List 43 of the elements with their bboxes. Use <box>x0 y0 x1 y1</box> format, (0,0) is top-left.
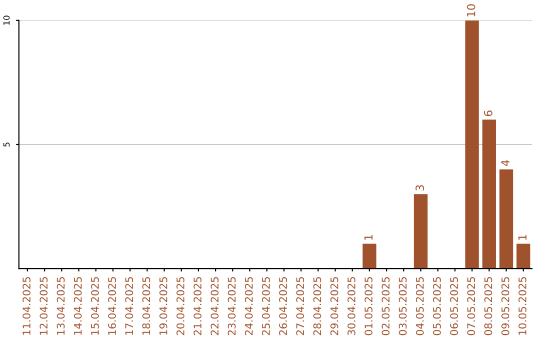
data-label: 1 <box>518 234 526 240</box>
data-label: 10 <box>466 4 476 16</box>
bar <box>516 244 530 269</box>
x-tick-label: 30.04.2025 <box>347 277 356 336</box>
bar <box>362 244 376 269</box>
x-tick-label: 26.04.2025 <box>279 277 287 336</box>
data-label: 1 <box>364 234 373 240</box>
x-tick-label: 15.04.2025 <box>90 277 99 335</box>
y-tick-label: 5 <box>3 142 10 147</box>
x-tick-label: 06.05.2025 <box>450 277 458 336</box>
x-tick-label: 16.04.2025 <box>108 277 116 335</box>
x-tick-label: 12.04.2025 <box>40 277 48 335</box>
x-tick-label: 09.05.2025 <box>501 277 510 336</box>
x-tick-label: 24.04.2025 <box>244 277 253 336</box>
x-tick-label: 21.04.2025 <box>194 277 202 336</box>
bar <box>465 20 479 269</box>
x-tick-label: 01.05.2025 <box>364 277 372 336</box>
x-tick-label: 17.04.2025 <box>125 277 134 335</box>
x-tick-label: 05.05.2025 <box>432 277 441 336</box>
x-tick-label: 08.05.2025 <box>484 277 492 336</box>
x-tick-label: 18.04.2025 <box>142 277 150 335</box>
x-tick-label: 03.05.2025 <box>398 277 407 336</box>
data-label: 4 <box>501 160 510 166</box>
bar <box>482 120 496 269</box>
x-tick-label: 20.04.2025 <box>176 277 184 336</box>
x-tick-label: 22.04.2025 <box>210 277 219 336</box>
bar <box>499 169 514 269</box>
data-label: 6 <box>484 110 492 116</box>
x-tick-label: 25.04.2025 <box>262 277 270 336</box>
x-tick-label: 19.04.2025 <box>159 277 168 335</box>
x-tick-label: 14.04.2025 <box>74 277 82 335</box>
bar <box>414 194 428 269</box>
x-tick-label: 23.04.2025 <box>228 277 236 336</box>
x-tick-label: 29.04.2025 <box>330 277 338 336</box>
data-label: 3 <box>416 185 424 191</box>
x-tick-label: 10.05.2025 <box>518 277 526 335</box>
x-tick-label: 27.04.2025 <box>296 277 304 336</box>
x-tick-label: 28.04.2025 <box>313 277 322 336</box>
x-tick-label: 02.05.2025 <box>382 277 390 336</box>
x-tick-label: 04.05.2025 <box>416 277 424 336</box>
x-tick-label: 13.04.2025 <box>56 277 65 335</box>
x-tick-label: 07.05.2025 <box>467 277 476 336</box>
x-tick-label: 11.04.2025 <box>22 277 30 335</box>
